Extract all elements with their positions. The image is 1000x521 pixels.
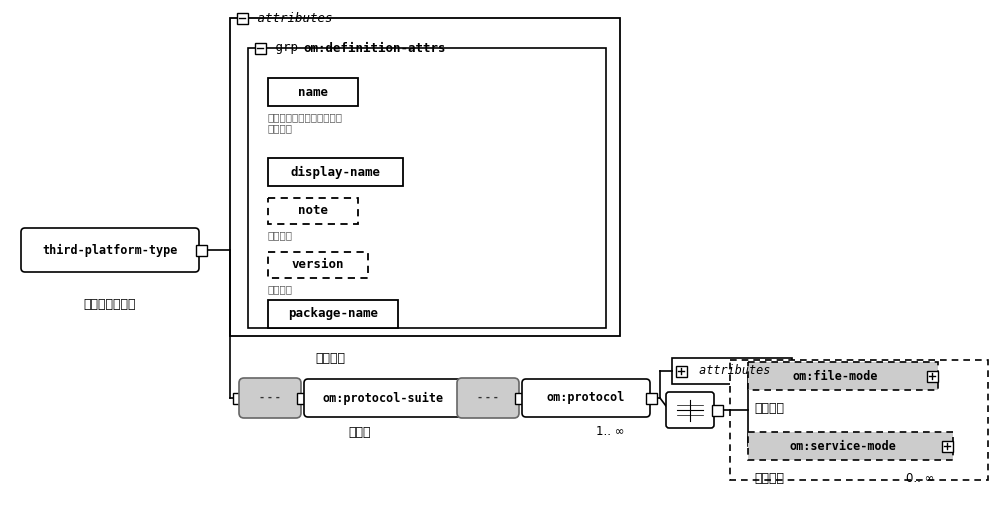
Text: 描述信息: 描述信息 (268, 284, 293, 294)
FancyBboxPatch shape (457, 378, 519, 418)
Bar (514, 392, 526, 403)
Text: version: version (292, 258, 344, 271)
Bar (248, 48, 606, 328)
FancyBboxPatch shape (239, 378, 301, 418)
Text: om:protocol-suite: om:protocol-suite (322, 391, 444, 404)
Bar (926, 370, 938, 381)
Bar (748, 432, 953, 460)
Bar (268, 252, 368, 278)
Bar (676, 366, 686, 377)
Bar (232, 392, 244, 403)
Bar (748, 362, 938, 390)
Bar (296, 392, 308, 403)
Text: - - -: - - - (478, 393, 498, 403)
Bar (458, 392, 468, 403)
Bar (230, 18, 620, 336)
Text: package-name: package-name (288, 307, 378, 320)
Bar (268, 300, 398, 328)
FancyBboxPatch shape (522, 379, 650, 417)
Text: 协议族: 协议族 (349, 426, 371, 439)
Bar (712, 404, 722, 416)
Bar (942, 440, 952, 452)
Bar (268, 198, 358, 224)
Bar (672, 358, 792, 384)
Text: grp: grp (268, 42, 313, 55)
FancyBboxPatch shape (21, 228, 199, 272)
Bar (237, 13, 248, 23)
FancyBboxPatch shape (666, 392, 714, 428)
FancyBboxPatch shape (304, 379, 462, 417)
Text: third-platform-type: third-platform-type (42, 243, 178, 256)
Text: 服务模式: 服务模式 (754, 472, 784, 485)
Bar (196, 244, 207, 255)
Bar (254, 43, 266, 54)
Bar (268, 158, 403, 186)
Text: om:service-mode: om:service-mode (789, 440, 896, 453)
Text: attributes: attributes (250, 11, 332, 24)
Text: 1.. ∞: 1.. ∞ (596, 425, 624, 438)
Text: 第三方系统平台: 第三方系统平台 (84, 298, 136, 311)
Text: 0.. ∞: 0.. ∞ (906, 472, 934, 485)
Text: note: note (298, 205, 328, 217)
Text: name: name (298, 85, 328, 98)
Text: 描述信息: 描述信息 (268, 230, 293, 240)
Text: 平台名称: 平台名称 (315, 352, 345, 365)
Text: om:file-mode: om:file-mode (792, 369, 878, 382)
Bar (268, 78, 358, 106)
Text: display-name: display-name (290, 166, 380, 179)
Text: - - -: - - - (260, 393, 280, 403)
Bar (646, 392, 656, 403)
Text: om:definition-attrs: om:definition-attrs (303, 42, 446, 55)
Text: 文件模式: 文件模式 (754, 402, 784, 415)
Text: attributes: attributes (692, 365, 770, 378)
Text: om:protocol: om:protocol (547, 391, 625, 404)
Bar (730, 360, 988, 480)
Text: 用于全局标识的名称，要求
唯一性。: 用于全局标识的名称，要求 唯一性。 (268, 112, 343, 133)
